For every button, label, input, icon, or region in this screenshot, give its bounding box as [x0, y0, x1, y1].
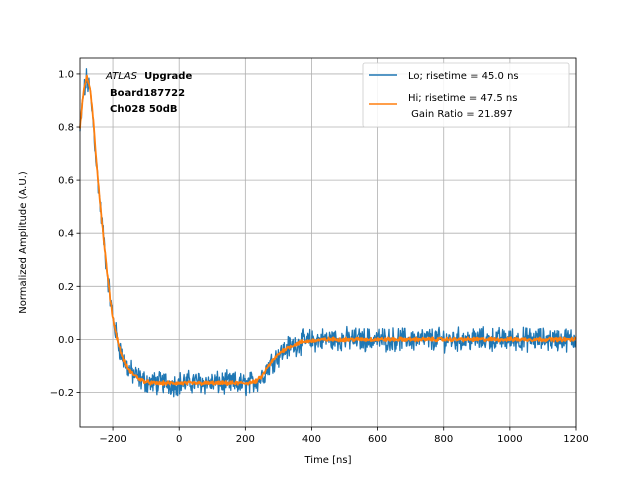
y-tick-label: 0.2 — [58, 282, 74, 293]
x-tick-label: 0 — [176, 434, 182, 445]
annotation-line-1: ATLAS Upgrade — [105, 71, 192, 82]
legend-box — [362, 62, 570, 128]
x-tick-label: 1000 — [497, 434, 522, 445]
y-tick-label: −0.2 — [50, 388, 74, 399]
x-tick-label: −200 — [99, 434, 126, 445]
legend-label-lo: Lo; risetime = 45.0 ns — [408, 71, 519, 82]
x-tick-label: 400 — [302, 434, 321, 445]
annotation-channel: Ch028 50dB — [110, 104, 178, 115]
y-tick-label: 0.8 — [58, 123, 74, 134]
annotation-board: Board187722 — [110, 88, 185, 99]
x-tick-label: 800 — [434, 434, 453, 445]
ticks: −200 0 200 400 600 800 1000 1200 −0.2 0.0 0.2 0.4 0.… — [50, 69, 589, 445]
x-axis-label: Time [ns] — [303, 455, 351, 466]
annotation-bold: Upgrade — [144, 71, 192, 82]
series-layer — [79, 68, 577, 398]
series-hi-line — [79, 74, 577, 387]
legend-label-hi: Hi; risetime = 47.5 ns — [408, 93, 517, 104]
atlas-annotation: ATLAS Upgrade Board187722 Ch028 50dB — [105, 71, 192, 115]
y-axis-label: Normalized Amplitude (A.U.) — [18, 171, 29, 314]
y-tick-label: 1.0 — [58, 69, 74, 80]
legend-label-hi-gain: Gain Ratio = 21.897 — [408, 109, 513, 120]
legend: Lo; risetime = 45.0 ns Hi; risetime = 47… — [362, 62, 570, 128]
y-tick-label: 0.6 — [58, 176, 74, 187]
y-tick-label: 0.4 — [58, 229, 74, 240]
x-tick-label: 600 — [368, 434, 387, 445]
x-tick-label: 1200 — [563, 434, 588, 445]
x-tick-label: 200 — [236, 434, 255, 445]
annotation-italic: ATLAS — [105, 71, 138, 82]
plot-frame — [79, 57, 577, 428]
y-tick-label: 0.0 — [58, 335, 74, 346]
